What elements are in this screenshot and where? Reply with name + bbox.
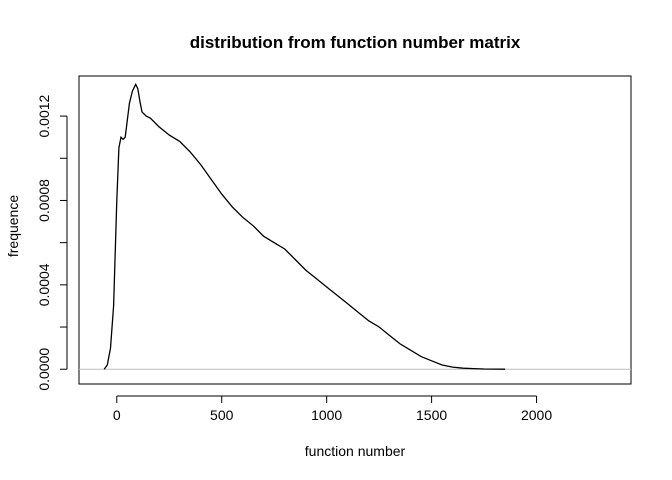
x-tick-label: 1500 (416, 407, 447, 423)
x-tick-label: 0 (113, 407, 121, 423)
chart-title: distribution from function number matrix (190, 33, 521, 52)
x-axis-label: function number (305, 443, 406, 459)
y-tick-label: 0.0000 (36, 348, 52, 391)
y-axis-label: frequence (5, 195, 21, 257)
y-tick-label: 0.0004 (36, 263, 52, 306)
density-curve (103, 82, 506, 370)
y-axis: 0.0000 0.0004 0.0008 0.0012 (36, 94, 68, 391)
x-tick-label: 2000 (521, 407, 552, 423)
plot-frame (78, 75, 632, 385)
x-axis: 0 500 1000 1500 2000 (113, 395, 552, 423)
x-tick-label: 1000 (311, 407, 342, 423)
x-tick-label: 500 (210, 407, 234, 423)
y-tick-label: 0.0008 (36, 179, 52, 222)
y-tick-label: 0.0012 (36, 94, 52, 137)
